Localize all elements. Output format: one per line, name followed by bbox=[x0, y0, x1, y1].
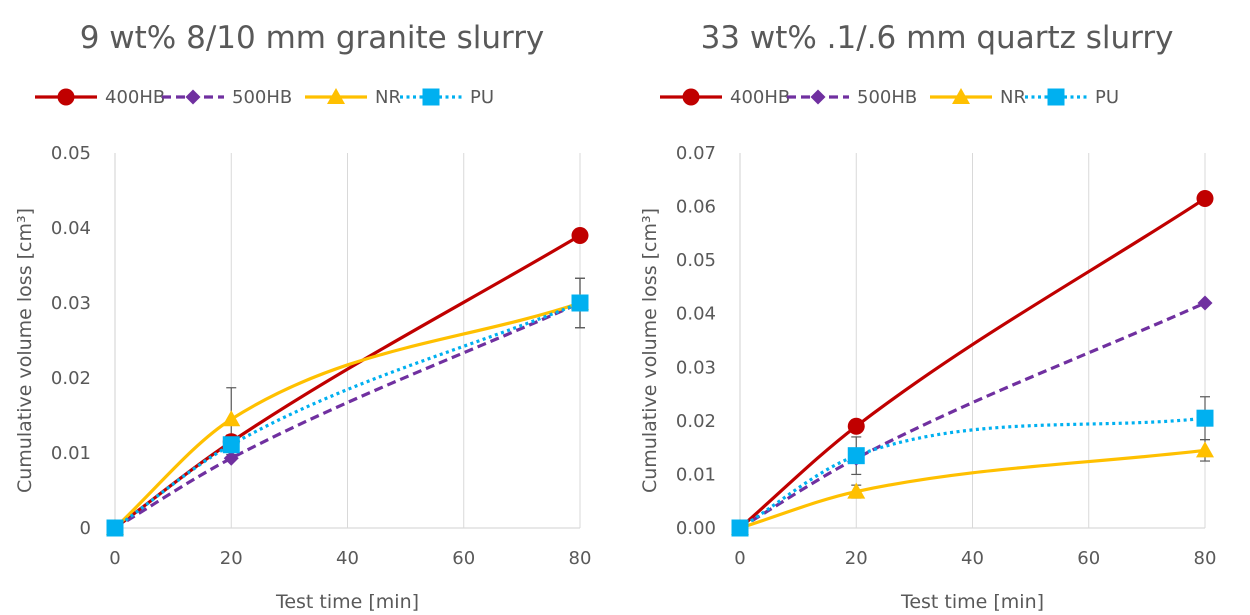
x-tick-label: 80 bbox=[1194, 548, 1217, 569]
legend-label: 500HB bbox=[857, 87, 917, 108]
y-tick-label: 0.00 bbox=[676, 518, 716, 539]
data-point-400hb bbox=[847, 417, 865, 435]
data-point-pu bbox=[847, 447, 865, 465]
x-axis-label: Test time [min] bbox=[900, 591, 1044, 613]
series-line-400hb bbox=[738, 197, 1206, 530]
legend-entry-nr: NR bbox=[930, 87, 1026, 108]
data-point-nr bbox=[222, 410, 241, 427]
chart-title: 33 wt% .1/.6 mm quartz slurry bbox=[701, 20, 1174, 56]
y-tick-label: 0.03 bbox=[51, 293, 91, 314]
data-point-pu bbox=[222, 436, 240, 454]
y-tick-label: 0 bbox=[80, 518, 91, 539]
legend-swatch-marker bbox=[810, 89, 826, 105]
legend-swatch-marker bbox=[57, 88, 75, 106]
y-tick-label: 0.02 bbox=[51, 368, 91, 389]
x-tick-label: 60 bbox=[452, 548, 475, 569]
x-tick-label: 40 bbox=[336, 548, 359, 569]
y-tick-label: 0.06 bbox=[676, 197, 716, 218]
x-tick-label: 20 bbox=[845, 548, 868, 569]
legend-entry-pu: PU bbox=[1025, 87, 1119, 108]
legend-entry-nr: NR bbox=[305, 87, 401, 108]
x-axis-label: Test time [min] bbox=[275, 591, 419, 613]
y-tick-label: 0.04 bbox=[51, 218, 91, 239]
series-line-nr bbox=[739, 448, 1206, 530]
legend-entry-400hb: 400HB bbox=[660, 87, 790, 108]
legend-entry-500hb: 500HB bbox=[787, 87, 917, 108]
legend-label: PU bbox=[470, 87, 494, 108]
legend-label: PU bbox=[1095, 87, 1119, 108]
legend-swatch-marker bbox=[682, 88, 700, 106]
chart-title: 9 wt% 8/10 mm granite slurry bbox=[80, 20, 545, 56]
legend-swatch-marker bbox=[185, 89, 201, 105]
data-point-pu bbox=[571, 294, 589, 312]
series-pu bbox=[106, 294, 589, 537]
data-point-pu bbox=[731, 519, 749, 537]
series-line-nr bbox=[113, 301, 581, 530]
legend-label: 400HB bbox=[105, 87, 165, 108]
legend-label: NR bbox=[1000, 87, 1026, 108]
legend-label: 400HB bbox=[730, 87, 790, 108]
series-line-pu bbox=[114, 301, 581, 530]
data-point-pu bbox=[106, 519, 124, 537]
y-tick-label: 0.04 bbox=[676, 304, 716, 325]
chart-granite-slurry: 9 wt% 8/10 mm granite slurry 400HB 500HB NR… bbox=[14, 20, 592, 613]
legend-swatch-marker bbox=[952, 88, 970, 104]
chart-quartz-slurry: 33 wt% .1/.6 mm quartz slurry 400HB 500HB N… bbox=[625, 0, 1250, 615]
series-line-500hb bbox=[739, 301, 1206, 530]
data-point-500hb bbox=[1197, 295, 1213, 311]
y-axis-label: Cumulative volume loss [cm³] bbox=[14, 208, 36, 493]
x-tick-label: 60 bbox=[1077, 548, 1100, 569]
data-point-nr bbox=[1196, 441, 1214, 458]
legend-label: 500HB bbox=[232, 87, 292, 108]
legend-swatch-marker bbox=[1047, 88, 1065, 106]
data-point-400hb bbox=[571, 227, 589, 244]
data-point-pu bbox=[1196, 409, 1214, 427]
legend-entry-pu: PU bbox=[400, 87, 494, 108]
series-line-500hb bbox=[114, 301, 581, 530]
legend-swatch-marker bbox=[327, 88, 345, 104]
y-tick-label: 0.05 bbox=[676, 250, 716, 271]
y-tick-label: 0.03 bbox=[676, 357, 716, 378]
data-point-500hb bbox=[223, 450, 239, 466]
legend-label: NR bbox=[375, 87, 401, 108]
y-tick-label: 0.01 bbox=[676, 464, 716, 485]
x-tick-label: 20 bbox=[220, 548, 243, 569]
y-tick-label: 0.05 bbox=[51, 143, 91, 164]
data-point-400hb bbox=[1196, 190, 1214, 208]
y-tick-label: 0.02 bbox=[676, 411, 716, 432]
x-tick-label: 80 bbox=[569, 548, 592, 569]
chart-svg: 33 wt% .1/.6 mm quartz slurry 400HB 500HB N… bbox=[639, 20, 1217, 613]
y-axis-label: Cumulative volume loss [cm³] bbox=[639, 208, 661, 493]
x-tick-label: 0 bbox=[734, 548, 745, 569]
x-tick-label: 0 bbox=[109, 548, 120, 569]
y-tick-label: 0.07 bbox=[676, 143, 716, 164]
chart-svg: 9 wt% 8/10 mm granite slurry 400HB 500HB NR… bbox=[14, 20, 592, 613]
data-point-nr bbox=[847, 482, 866, 499]
x-tick-label: 40 bbox=[961, 548, 984, 569]
series-pu bbox=[731, 409, 1214, 537]
legend-entry-400hb: 400HB bbox=[35, 87, 165, 108]
legend-entry-500hb: 500HB bbox=[162, 87, 292, 108]
legend-swatch-marker bbox=[422, 88, 440, 106]
y-tick-label: 0.01 bbox=[51, 443, 91, 464]
